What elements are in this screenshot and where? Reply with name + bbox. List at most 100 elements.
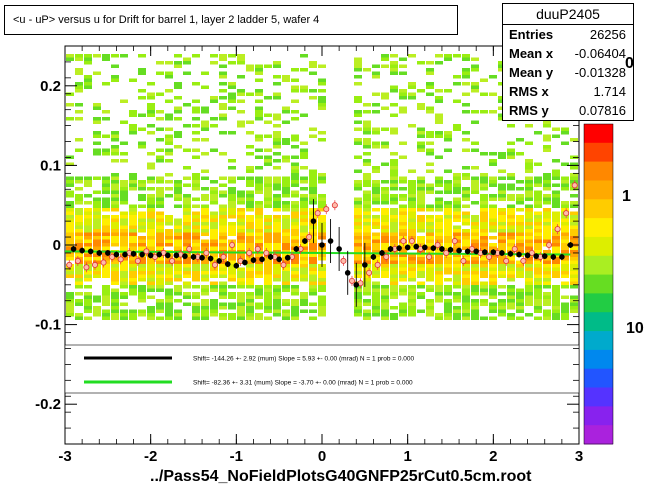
heatmap-cell — [453, 236, 461, 240]
heatmap-cell — [408, 211, 416, 215]
heatmap-cell — [75, 194, 83, 198]
heatmap-cell — [354, 295, 362, 299]
heatmap-cell — [498, 285, 506, 289]
heatmap-cell — [102, 57, 110, 61]
profile-black-point — [105, 250, 111, 256]
heatmap-cell — [480, 285, 488, 289]
heatmap-cell — [435, 278, 443, 282]
heatmap-cell — [489, 260, 497, 264]
heatmap-cell — [192, 267, 200, 271]
heatmap-cell — [408, 271, 416, 275]
heatmap-cell — [228, 232, 236, 236]
x-tick-label: 3 — [575, 448, 583, 465]
heatmap-cell — [219, 89, 227, 93]
heatmap-cell — [210, 148, 218, 152]
heatmap-cell — [453, 54, 461, 58]
heatmap-cell — [255, 260, 263, 264]
heatmap-cell — [408, 278, 416, 282]
heatmap-cell — [291, 288, 299, 292]
heatmap-cell — [507, 211, 515, 215]
y-tick-label: 0.2 — [40, 78, 61, 95]
heatmap-cell — [354, 253, 362, 257]
heatmap-cell — [102, 201, 110, 205]
heatmap-cell — [309, 190, 317, 194]
heatmap-cell — [237, 215, 245, 219]
heatmap-cell — [273, 222, 281, 226]
heatmap-cell — [372, 250, 380, 254]
heatmap-cell — [561, 271, 569, 275]
heatmap-cell — [273, 295, 281, 299]
heatmap-cell — [246, 285, 254, 289]
heatmap-cell — [417, 236, 425, 240]
heatmap-cell — [237, 236, 245, 240]
heatmap-cell — [435, 246, 443, 250]
color-scale-segment — [584, 236, 613, 257]
profile-black-point — [456, 247, 462, 254]
heatmap-cell — [183, 166, 191, 170]
heatmap-cell — [561, 176, 569, 180]
heatmap-cell — [309, 61, 317, 65]
heatmap-cell — [363, 103, 371, 107]
heatmap-cell — [453, 124, 461, 128]
profile-black-point — [344, 270, 351, 276]
heatmap-cell — [390, 236, 398, 240]
profile-black-point — [293, 246, 300, 252]
heatmap-cell — [534, 264, 542, 268]
heatmap-cell — [381, 313, 389, 317]
heatmap-cell — [228, 159, 236, 163]
heatmap-cell — [372, 169, 380, 173]
heatmap-cell — [525, 292, 533, 296]
heatmap-cell — [219, 82, 227, 86]
heatmap-cell — [426, 264, 434, 268]
heatmap-cell — [138, 141, 146, 145]
heatmap-cell — [390, 152, 398, 156]
heatmap-cell — [120, 257, 128, 261]
heatmap-cell — [210, 313, 218, 317]
heatmap-cell — [255, 232, 263, 236]
heatmap-cell — [444, 211, 452, 215]
heatmap-cell — [273, 201, 281, 205]
heatmap-cell — [363, 250, 371, 254]
heatmap-cell — [453, 257, 461, 261]
stats-box: duuP2405 Entries 26256 Mean x -0.06404 Mea… — [502, 3, 634, 121]
heatmap-cell — [309, 278, 317, 282]
profile-red-point — [323, 206, 330, 213]
heatmap-cell — [273, 187, 281, 191]
heatmap-cell — [273, 278, 281, 282]
heatmap-cell — [201, 271, 209, 275]
heatmap-cell — [201, 110, 209, 114]
heatmap-cell — [444, 134, 452, 138]
heatmap-cell — [570, 211, 578, 215]
heatmap-cell — [129, 285, 137, 289]
heatmap-cell — [165, 152, 173, 156]
heatmap-cell — [201, 225, 209, 229]
heatmap-cell — [273, 285, 281, 289]
heatmap-cell — [147, 82, 155, 86]
heatmap-cell — [363, 215, 371, 219]
heatmap-cell — [66, 211, 74, 215]
heatmap-cell — [93, 120, 101, 124]
profile-red-point — [117, 256, 124, 263]
heatmap-cell — [390, 288, 398, 292]
heatmap-cell — [498, 257, 506, 261]
heatmap-cell — [84, 285, 92, 289]
heatmap-cell — [147, 281, 155, 285]
heatmap-cell — [381, 239, 389, 243]
heatmap-cell — [462, 176, 470, 180]
heatmap-cell — [516, 225, 524, 229]
heatmap-cell — [318, 194, 326, 198]
heatmap-cell — [453, 267, 461, 271]
heatmap-cell — [111, 197, 119, 201]
heatmap-cell — [453, 218, 461, 222]
heatmap-cell — [561, 232, 569, 236]
heatmap-cell — [534, 162, 542, 166]
heatmap-cell — [399, 106, 407, 110]
heatmap-cell — [138, 309, 146, 313]
heatmap-cell — [102, 148, 110, 152]
heatmap-cell — [210, 229, 218, 233]
heatmap-cell — [138, 127, 146, 131]
heatmap-cell — [570, 274, 578, 278]
heatmap-cell — [75, 278, 83, 282]
heatmap-cell — [129, 204, 137, 208]
heatmap-cell — [381, 316, 389, 320]
